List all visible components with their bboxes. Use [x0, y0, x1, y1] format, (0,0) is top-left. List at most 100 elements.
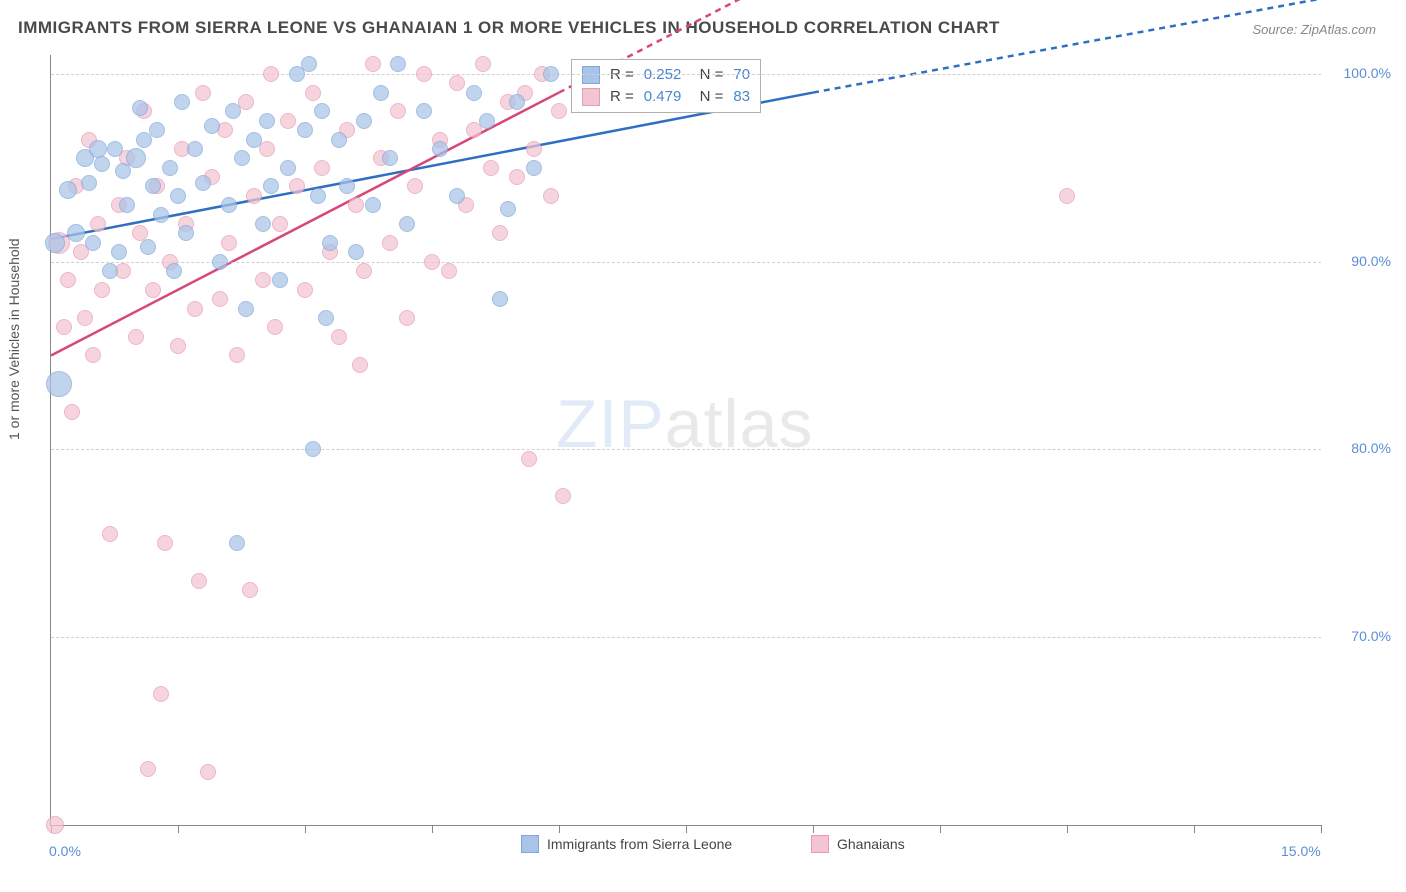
correlation-legend-box: R = 0.252 N = 70 R = 0.479 N = 83 [571, 59, 761, 113]
data-point [322, 235, 338, 251]
swatch-series-a [582, 66, 600, 84]
data-point [242, 582, 258, 598]
data-point [157, 535, 173, 551]
data-point [526, 141, 542, 157]
data-point [59, 181, 77, 199]
data-point [246, 132, 262, 148]
watermark-zip: ZIP [556, 386, 665, 462]
data-point [356, 113, 372, 129]
data-point [94, 156, 110, 172]
data-point [64, 404, 80, 420]
data-point [246, 188, 262, 204]
chart-title: IMMIGRANTS FROM SIERRA LEONE VS GHANAIAN… [18, 18, 1000, 38]
y-tick-label: 80.0% [1351, 440, 1391, 456]
data-point [162, 160, 178, 176]
data-point [238, 301, 254, 317]
data-point [305, 85, 321, 101]
legend-label-b: Ghanaians [837, 836, 905, 852]
legend-swatch-a [521, 835, 539, 853]
x-tick-mark [940, 825, 941, 833]
data-point [280, 113, 296, 129]
data-point [416, 66, 432, 82]
data-point [255, 272, 271, 288]
data-point [234, 150, 250, 166]
data-point [314, 160, 330, 176]
data-point [204, 118, 220, 134]
data-point [267, 319, 283, 335]
data-point [126, 148, 146, 168]
data-point [297, 282, 313, 298]
data-point [382, 235, 398, 251]
legend-series-a: Immigrants from Sierra Leone [521, 835, 732, 853]
data-point [551, 103, 567, 119]
corr-n-label-a: N = [691, 64, 723, 86]
data-point [543, 66, 559, 82]
data-point [166, 263, 182, 279]
data-point [85, 235, 101, 251]
data-point [90, 216, 106, 232]
data-point [195, 85, 211, 101]
data-point [348, 244, 364, 260]
data-point [132, 100, 148, 116]
watermark: ZIPatlas [556, 385, 813, 463]
data-point [170, 188, 186, 204]
data-point [521, 451, 537, 467]
x-tick-mark [686, 825, 687, 833]
data-point [56, 319, 72, 335]
corr-n-value-a: 70 [733, 64, 750, 86]
data-point [195, 175, 211, 191]
data-point [526, 160, 542, 176]
data-point [89, 140, 107, 158]
data-point [390, 103, 406, 119]
x-tick-mark [1067, 825, 1068, 833]
data-point [60, 272, 76, 288]
data-point [149, 122, 165, 138]
data-point [145, 178, 161, 194]
data-point [77, 310, 93, 326]
x-tick-mark [1321, 825, 1322, 833]
data-point [272, 216, 288, 232]
data-point [382, 150, 398, 166]
grid-line-h [51, 637, 1321, 638]
data-point [111, 244, 127, 260]
data-point [331, 132, 347, 148]
corr-r-value-b: 0.479 [644, 86, 682, 108]
data-point [153, 207, 169, 223]
x-tick-label-min: 0.0% [49, 843, 81, 859]
data-point [128, 329, 144, 345]
y-tick-label: 90.0% [1351, 253, 1391, 269]
legend-series-b: Ghanaians [811, 835, 905, 853]
data-point [555, 488, 571, 504]
data-point [280, 160, 296, 176]
data-point [305, 441, 321, 457]
source-attribution: Source: ZipAtlas.com [1252, 22, 1376, 37]
data-point [365, 56, 381, 72]
data-point [500, 201, 516, 217]
legend-label-a: Immigrants from Sierra Leone [547, 836, 732, 852]
corr-n-value-b: 83 [733, 86, 750, 108]
data-point [449, 75, 465, 91]
data-point [479, 113, 495, 129]
data-point [289, 178, 305, 194]
data-point [67, 224, 85, 242]
data-point [373, 85, 389, 101]
data-point [365, 197, 381, 213]
data-point [432, 141, 448, 157]
data-point [178, 225, 194, 241]
data-point [492, 225, 508, 241]
plot-area: ZIPatlas R = 0.252 N = 70 R = 0.479 N = … [50, 55, 1321, 826]
x-tick-mark [178, 825, 179, 833]
data-point [140, 761, 156, 777]
data-point [356, 263, 372, 279]
data-point [318, 310, 334, 326]
correlation-row-b: R = 0.479 N = 83 [582, 86, 750, 108]
data-point [46, 371, 72, 397]
data-point [81, 175, 97, 191]
data-point [449, 188, 465, 204]
x-tick-mark [559, 825, 560, 833]
corr-r-label-a: R = [610, 64, 634, 86]
data-point [153, 686, 169, 702]
data-point [94, 282, 110, 298]
data-point [187, 301, 203, 317]
data-point [229, 347, 245, 363]
